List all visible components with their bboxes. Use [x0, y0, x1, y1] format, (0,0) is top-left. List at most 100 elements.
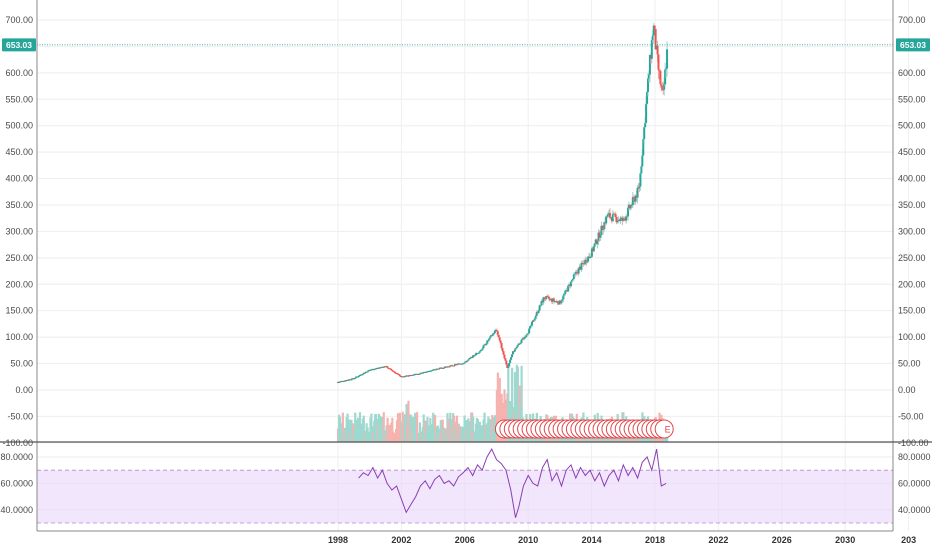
candle-body: [480, 349, 483, 351]
candle-body: [639, 173, 642, 187]
candle-body: [545, 296, 548, 299]
right-price-axis[interactable]: -100.00 -50.00 0.00 50.00 100.00 150.00 200.00…: [898, 15, 929, 448]
candle-body: [397, 374, 400, 376]
volume-bar: [491, 415, 494, 442]
candle-body: [662, 89, 665, 91]
candle-body: [664, 69, 667, 85]
candle-body: [532, 320, 535, 322]
y-tick-left: 350.00: [5, 200, 33, 210]
x-tick: 2010: [518, 535, 538, 545]
candle-body: [520, 339, 523, 343]
candle-body: [608, 213, 611, 218]
rsi-tick-left: 40.0000: [0, 505, 33, 515]
candle-body: [616, 220, 619, 223]
candle-body: [463, 362, 466, 364]
candle-body: [472, 355, 475, 358]
candle-body: [592, 246, 595, 252]
candle-body: [543, 297, 546, 299]
right-rsi-axis[interactable]: 40.0000 60.0000 80.0000: [898, 452, 931, 515]
candle-body: [481, 348, 484, 350]
event-markers[interactable]: E: [494, 419, 674, 439]
volume-bar: [455, 415, 459, 442]
candle-body: [382, 366, 385, 368]
candle-body: [391, 369, 394, 371]
candle-body: [495, 330, 498, 332]
candle-body: [653, 25, 656, 30]
candle-body: [663, 84, 666, 90]
volume-bar: [410, 415, 413, 442]
candle-body: [570, 280, 573, 282]
candle-body: [356, 376, 359, 378]
candle-body: [515, 346, 518, 349]
x-tick: 2014: [582, 535, 602, 545]
y-tick-left: 400.00: [5, 174, 33, 184]
candle-body: [511, 351, 514, 355]
candle-body: [487, 340, 490, 342]
candle-body: [462, 363, 465, 365]
candle-body: [634, 195, 637, 202]
candle-body: [656, 45, 659, 55]
left-price-axis[interactable]: -100.00 -50.00 0.00 50.00 100.00 150.00 200.00…: [2, 15, 33, 448]
event-marker[interactable]: [654, 419, 674, 439]
x-tick: 2022: [708, 535, 728, 545]
y-tick-right: 150.00: [898, 306, 926, 316]
candle-body: [587, 256, 590, 262]
y-tick-left: 250.00: [5, 253, 33, 263]
time-axis[interactable]: 1998 2002 2006 2010 2014 2018 2022 2026 2030 203: [328, 535, 916, 545]
candle-body: [389, 368, 392, 370]
candle-body: [524, 336, 527, 338]
candle-body: [600, 225, 603, 236]
candle-body: [531, 321, 534, 326]
volume-bar: [426, 416, 429, 442]
candle-body: [622, 218, 625, 221]
left-rsi-axis[interactable]: 40.0000 60.0000 80.0000: [0, 452, 33, 515]
candle-body: [516, 344, 519, 347]
volume-bar: [507, 363, 510, 442]
candle-body: [519, 342, 522, 344]
candle-body: [505, 360, 508, 365]
candle-body: [641, 155, 644, 167]
volume-bar: [418, 422, 421, 442]
candle-body: [453, 365, 456, 367]
candle-body: [611, 214, 614, 222]
candle-body: [542, 297, 545, 303]
volume-bar: [391, 417, 394, 442]
candle-body: [563, 293, 566, 296]
candle-body: [647, 74, 650, 79]
candle-body: [393, 371, 396, 373]
rsi-tick-right: 80.0000: [898, 452, 931, 462]
candle-body: [644, 122, 647, 128]
candle-body: [466, 360, 469, 362]
y-tick-right: 50.00: [898, 359, 921, 369]
candle-body: [645, 103, 648, 123]
candle-body: [478, 351, 481, 353]
candle-body: [507, 366, 510, 368]
y-tick-right: 500.00: [898, 121, 926, 131]
candle-body: [398, 374, 401, 377]
candle-body: [638, 186, 641, 189]
candle-body: [530, 325, 533, 327]
y-tick-right: 450.00: [898, 147, 926, 157]
candle-body: [535, 312, 538, 316]
candle-body: [527, 333, 530, 335]
y-tick-right: -50.00: [898, 411, 924, 421]
price-candles: [337, 23, 669, 384]
candle-body: [572, 274, 575, 279]
candle-body: [603, 222, 606, 230]
candle-body: [630, 204, 633, 206]
volume-bar: [436, 425, 440, 442]
candle-body: [589, 256, 592, 258]
volume-bar: [520, 365, 523, 442]
volume-bar: [476, 419, 479, 442]
y-tick-left: 200.00: [5, 279, 33, 289]
candle-body: [562, 295, 565, 300]
y-tick-left: 500.00: [5, 121, 33, 131]
candle-body: [347, 379, 350, 381]
candle-body: [510, 357, 513, 360]
candle-body: [665, 68, 668, 70]
candle-body: [646, 91, 649, 104]
candle-body: [652, 25, 655, 36]
volume-bar: [382, 412, 385, 442]
candle-body: [522, 338, 525, 340]
candle-body: [659, 70, 662, 84]
